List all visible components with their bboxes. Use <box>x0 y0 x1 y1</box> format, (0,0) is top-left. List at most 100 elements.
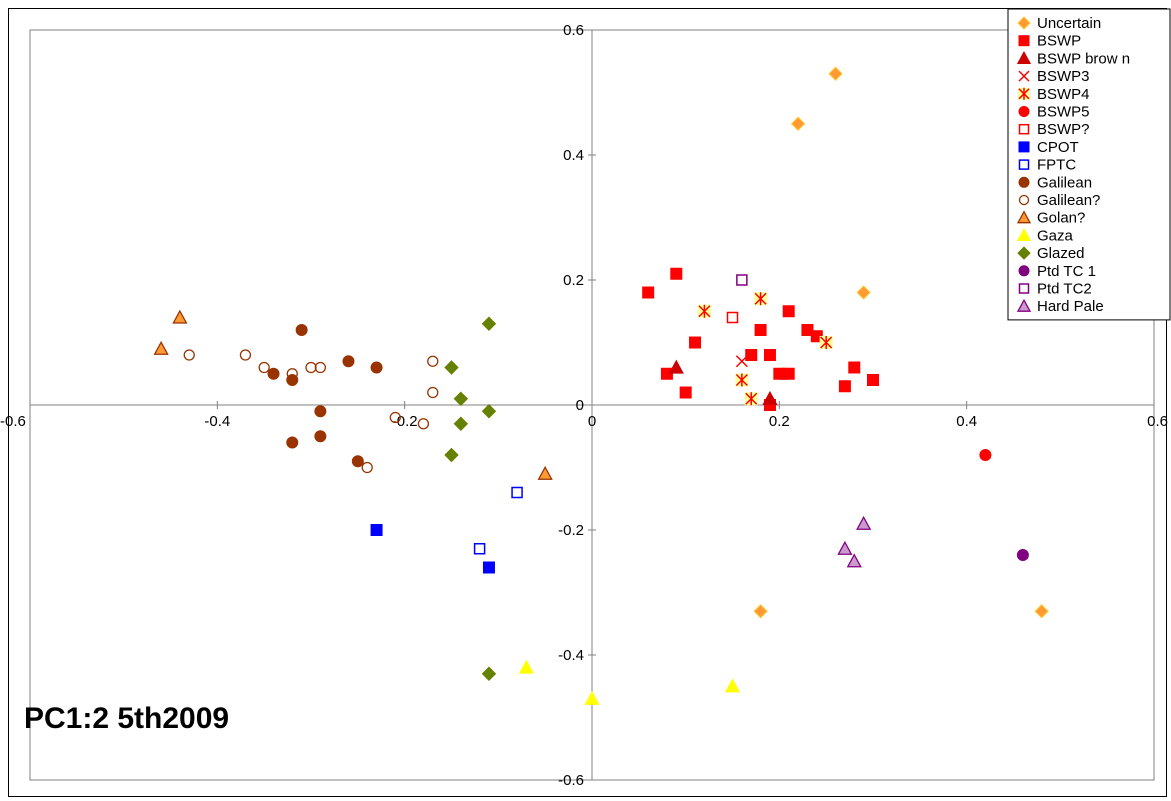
data-point-series-10-6 <box>427 355 439 367</box>
legend-label-14: Ptd TC 1 <box>1037 263 1096 280</box>
legend-marker-4 <box>1018 87 1030 100</box>
data-point-series-4-0 <box>697 304 711 318</box>
data-point-series-9-3 <box>342 355 355 368</box>
data-point-series-4-3-lines <box>735 373 748 387</box>
legend-marker-14 <box>1018 265 1030 277</box>
legend-label-15: Ptd TC2 <box>1037 281 1092 298</box>
data-point-series-13-5 <box>444 447 459 463</box>
data-point-series-1-5 <box>745 349 758 361</box>
data-point-series-0-3 <box>753 604 768 619</box>
legend-label-3: BSWP3 <box>1037 68 1090 85</box>
legend-marker-11 <box>1016 210 1032 224</box>
data-point-series-4-4-lines <box>745 392 758 406</box>
data-point-series-15-0 <box>736 274 748 286</box>
data-point-series-3-0 <box>735 355 748 368</box>
data-point-series-10-5 <box>314 361 327 374</box>
chart-area <box>8 8 1167 797</box>
legend-marker-8 <box>1018 159 1030 170</box>
data-point-series-10-1 <box>239 349 252 361</box>
legend-marker-4-lines <box>1018 87 1030 100</box>
x-tick-label: 0.4 <box>956 413 977 430</box>
data-point-series-9-1 <box>267 367 280 380</box>
data-point-series-9-5 <box>314 405 327 418</box>
data-point-series-10-9 <box>417 418 430 430</box>
data-point-series-14-0 <box>1016 549 1029 561</box>
chart-title: PC1:2 5th2009 <box>24 702 230 735</box>
legend-label-1: BSWP <box>1037 33 1081 50</box>
legend-label-8: FPTC <box>1037 157 1076 174</box>
legend-marker-12 <box>1016 228 1032 242</box>
legend-marker-0 <box>1017 16 1031 30</box>
legend-marker-5 <box>1018 106 1030 117</box>
data-point-series-4-2-lines <box>820 336 833 349</box>
data-point-series-0-0 <box>828 66 843 81</box>
data-point-series-6-0 <box>726 311 739 324</box>
data-point-series-8-1 <box>473 543 486 555</box>
data-point-series-16-0 <box>856 515 872 530</box>
data-point-series-1-15 <box>848 361 861 374</box>
legend-marker-15 <box>1018 283 1030 294</box>
legend-label-16: Hard Pale <box>1037 298 1104 315</box>
legend-marker-7 <box>1018 141 1030 153</box>
data-point-series-13-1 <box>444 360 459 375</box>
data-point-series-1-16 <box>867 374 879 386</box>
data-point-series-9-8 <box>351 455 364 468</box>
data-point-series-9-7 <box>314 430 327 443</box>
data-point-series-11-2 <box>537 465 553 480</box>
legend-label-7: CPOT <box>1037 139 1079 156</box>
data-point-series-12-0 <box>518 659 535 674</box>
data-point-series-12-1 <box>584 690 600 705</box>
data-point-series-11-0 <box>172 309 188 324</box>
data-point-series-1-14 <box>838 380 851 393</box>
data-point-series-10-0 <box>183 349 195 361</box>
legend-label-4: BSWP4 <box>1037 86 1090 103</box>
legend-label-10: Galilean? <box>1037 192 1100 209</box>
y-tick-label: 0.4 <box>563 147 584 164</box>
data-point-series-4-1-lines <box>754 292 767 306</box>
data-point-series-13-3 <box>481 404 497 419</box>
data-point-series-13-2 <box>453 391 469 406</box>
data-point-series-1-12 <box>801 324 814 336</box>
data-point-series-1-3 <box>679 386 692 399</box>
x-tick-label: 0 <box>588 413 596 430</box>
data-point-series-13-0 <box>481 316 497 331</box>
legend-label-12: Gaza <box>1037 227 1074 244</box>
data-point-series-0-4 <box>1034 604 1049 619</box>
data-point-series-11-1 <box>153 340 169 355</box>
data-point-series-10-10 <box>361 461 373 474</box>
legend-marker-2 <box>1016 51 1032 65</box>
legend-marker-6 <box>1018 123 1030 135</box>
data-point-series-9-6 <box>286 436 299 449</box>
data-point-series-8-0 <box>511 486 523 499</box>
data-point-series-1-4 <box>689 336 702 349</box>
legend-marker-13 <box>1017 246 1031 260</box>
data-point-series-5-0 <box>979 449 992 461</box>
data-point-series-12-2 <box>724 678 741 693</box>
data-point-series-1-0 <box>642 286 655 299</box>
data-point-series-4-0-lines <box>698 304 711 318</box>
legend-box <box>1007 8 1171 321</box>
legend-label-6: BSWP? <box>1037 121 1090 138</box>
data-point-series-2-1 <box>762 390 778 405</box>
data-point-series-1-7 <box>763 349 776 361</box>
data-point-series-7-1 <box>482 561 495 574</box>
legend-marker-1 <box>1018 35 1030 47</box>
x-tick-label: -0.4 <box>204 413 230 430</box>
data-point-series-0-2 <box>856 285 871 300</box>
legend-marker-10 <box>1018 194 1030 206</box>
data-point-series-10-2 <box>258 361 270 374</box>
legend-label-9: Galilean <box>1037 174 1092 191</box>
data-point-series-16-2 <box>846 553 862 568</box>
legend-marker-16 <box>1016 298 1032 312</box>
legend-label-5: BSWP5 <box>1037 104 1090 121</box>
x-tick-label: 0.6 <box>1147 413 1168 430</box>
data-point-series-1-6 <box>754 324 767 336</box>
y-tick-label: 0.2 <box>563 272 584 289</box>
data-point-series-1-11 <box>782 305 795 318</box>
legend-marker-3 <box>1018 70 1030 82</box>
data-point-series-1-1 <box>670 267 683 280</box>
data-point-series-1-10 <box>782 367 795 380</box>
data-point-series-4-3 <box>735 373 749 387</box>
x-tick-label: -0.6 <box>0 413 26 430</box>
